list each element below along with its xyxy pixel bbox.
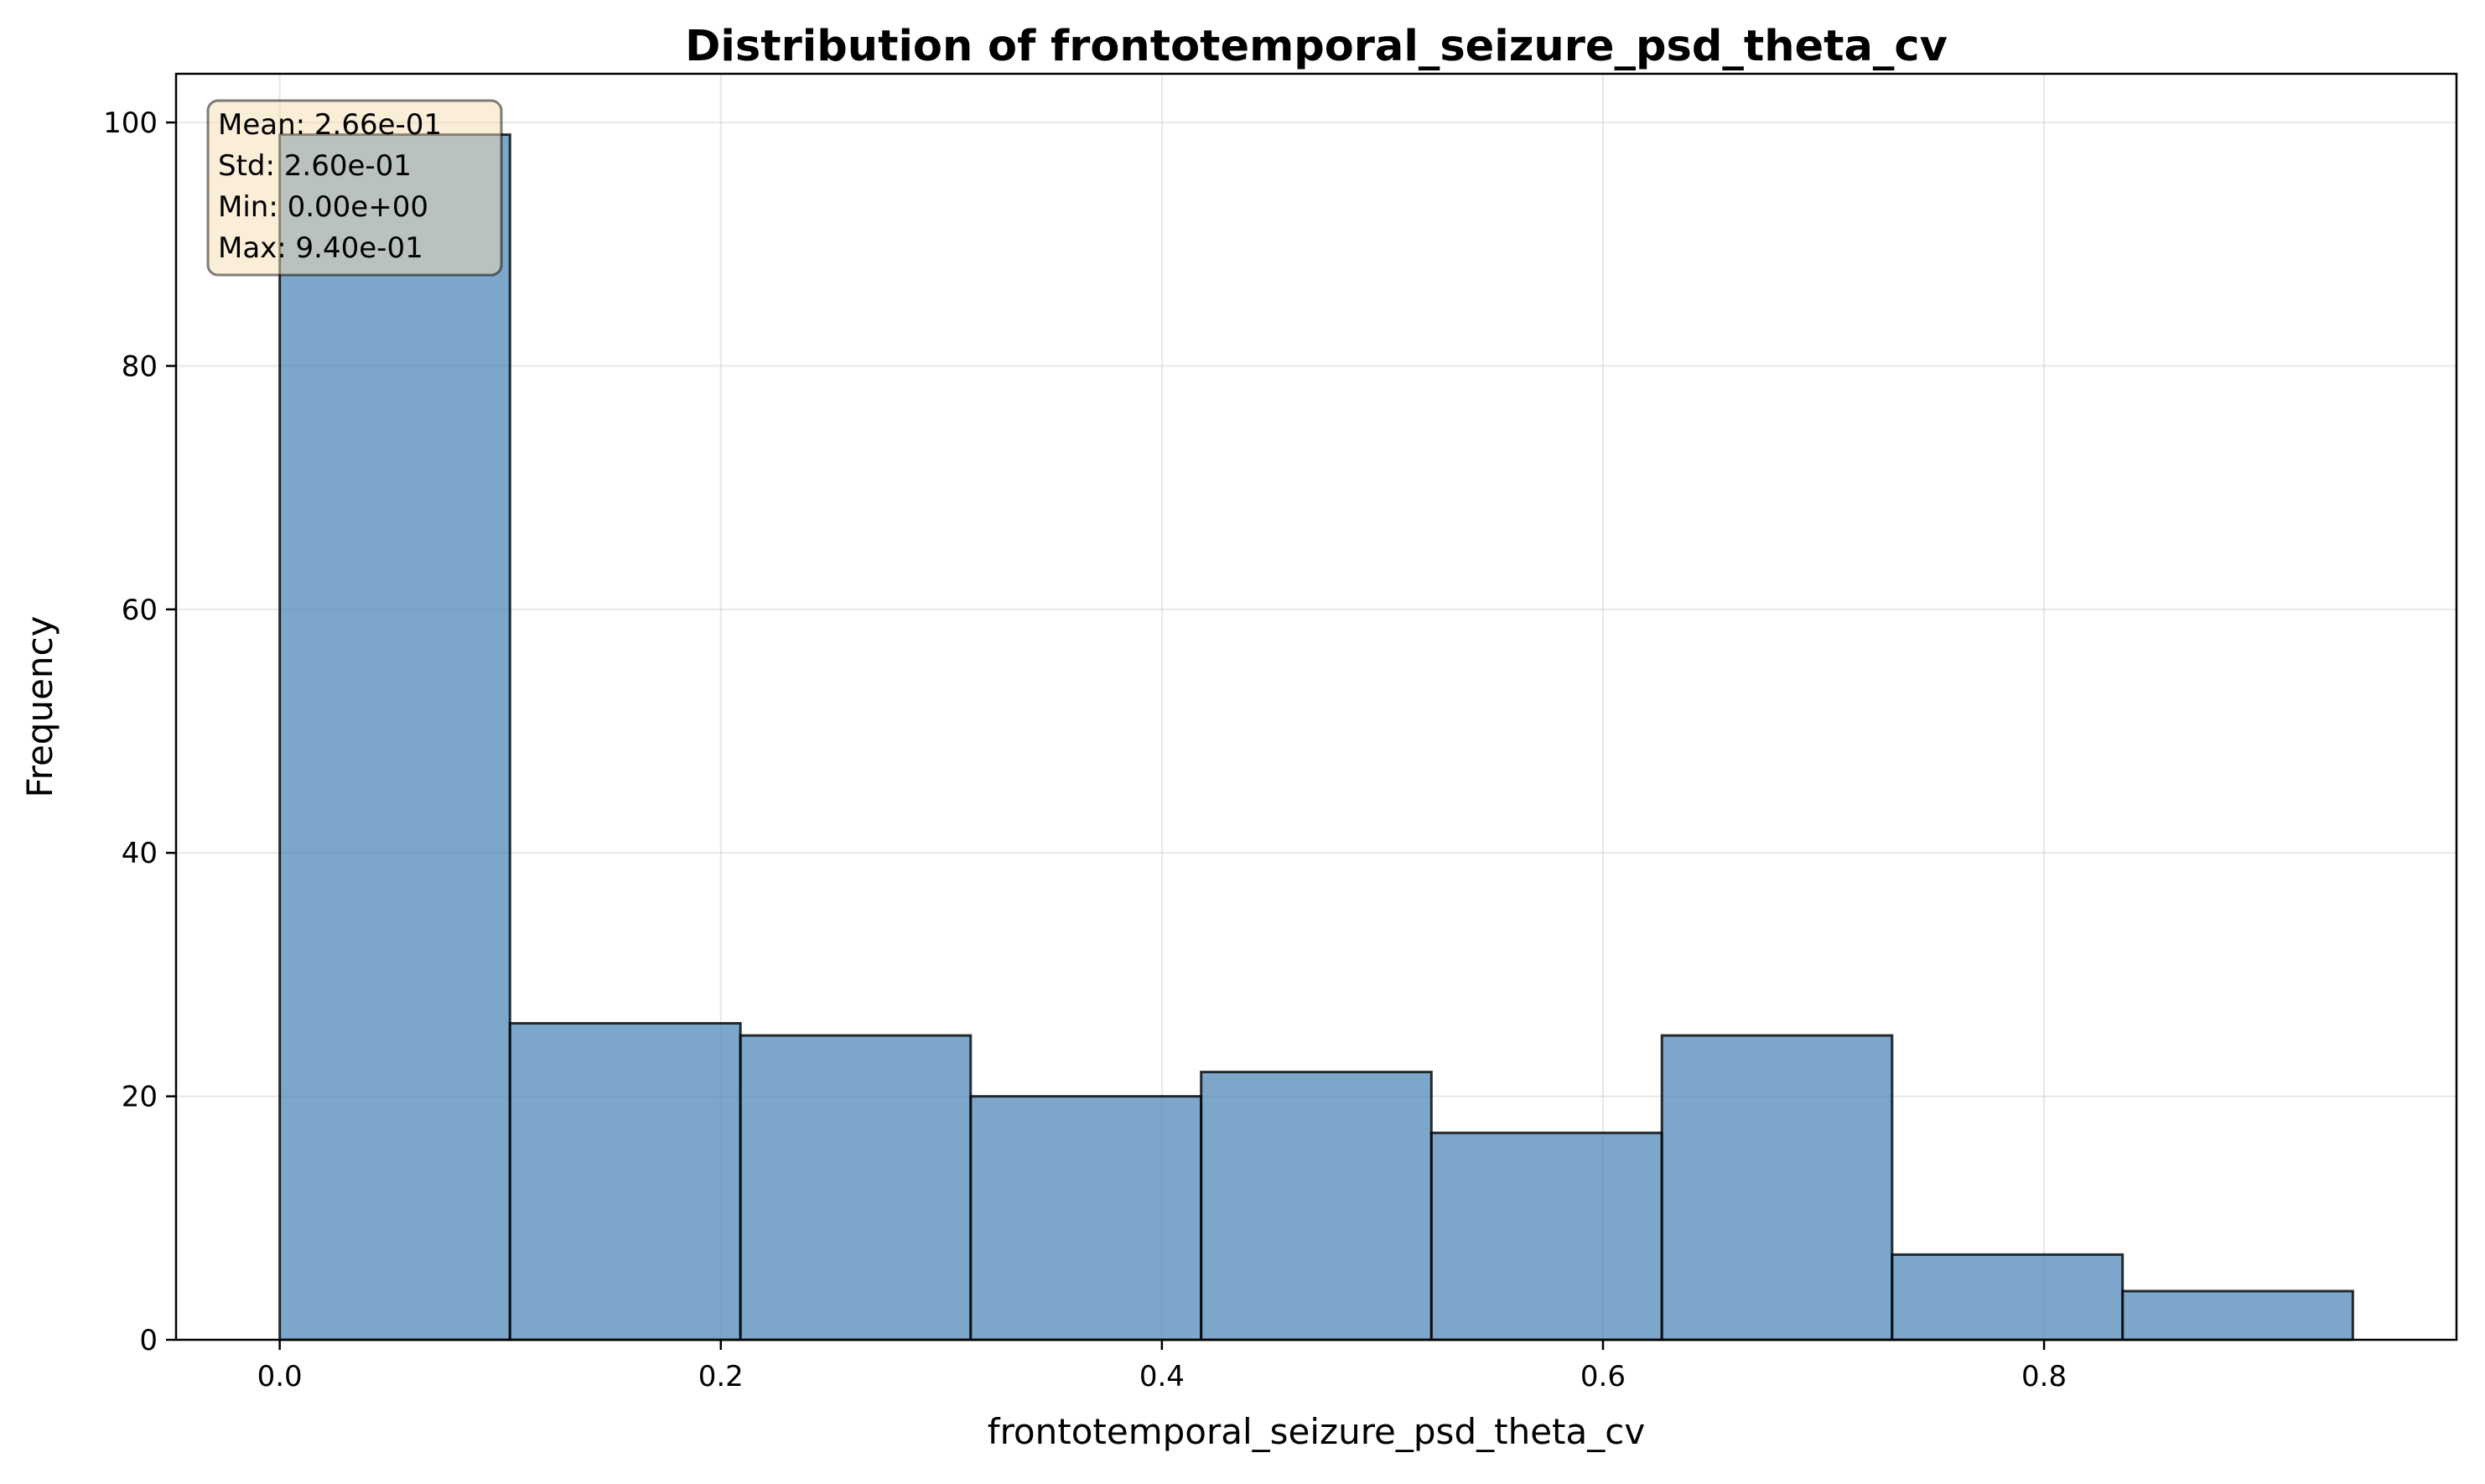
histogram-bar xyxy=(1891,1253,2124,1341)
histogram-bar xyxy=(739,1034,973,1341)
x-tick-label: 0.0 xyxy=(257,1360,303,1393)
x-tick-label: 0.8 xyxy=(2021,1360,2067,1393)
grid-layer xyxy=(176,74,2456,1341)
histogram-bar xyxy=(1660,1034,1894,1341)
x-tick-label: 0.4 xyxy=(1139,1360,1185,1393)
x-axis-label: frontotemporal_seizure_psd_theta_cv xyxy=(988,1411,1645,1452)
x-tick-label: 0.2 xyxy=(698,1360,744,1393)
chart-title: Distribution of frontotemporal_seizure_p… xyxy=(685,22,1948,71)
stats-mean: Mean: 2.66e-01 xyxy=(218,108,442,142)
y-tick-label: 80 xyxy=(122,350,158,383)
bars-layer xyxy=(278,133,2354,1341)
stats-box: Mean: 2.66e-01 Std: 2.60e-01 Min: 0.00e+… xyxy=(206,99,503,277)
x-tick-label: 0.6 xyxy=(1580,1360,1626,1393)
histogram-bar xyxy=(969,1095,1203,1341)
stats-std: Std: 2.60e-01 xyxy=(218,149,412,183)
y-tick-label: 60 xyxy=(122,594,158,627)
y-tick-label: 100 xyxy=(103,106,158,140)
y-tick-label: 40 xyxy=(122,837,158,870)
plot-frame xyxy=(174,72,2458,1341)
ticks-layer: 0.0 0.2 0.4 0.6 0.8 0 20 40 60 80 100 xyxy=(103,106,2067,1393)
y-axis-label: Frequency xyxy=(19,616,60,798)
y-tick-label: 20 xyxy=(122,1081,158,1114)
histogram-bar xyxy=(1429,1131,1663,1341)
histogram-bar xyxy=(508,1022,742,1341)
histogram-bar xyxy=(1200,1071,1433,1341)
stats-max: Max: 9.40e-01 xyxy=(218,231,423,265)
y-tick-label: 0 xyxy=(139,1324,158,1357)
stats-box-background xyxy=(206,99,503,277)
histogram-bar xyxy=(2121,1289,2354,1341)
stats-min: Min: 0.00e+00 xyxy=(218,190,428,224)
histogram-bar xyxy=(278,133,511,1341)
